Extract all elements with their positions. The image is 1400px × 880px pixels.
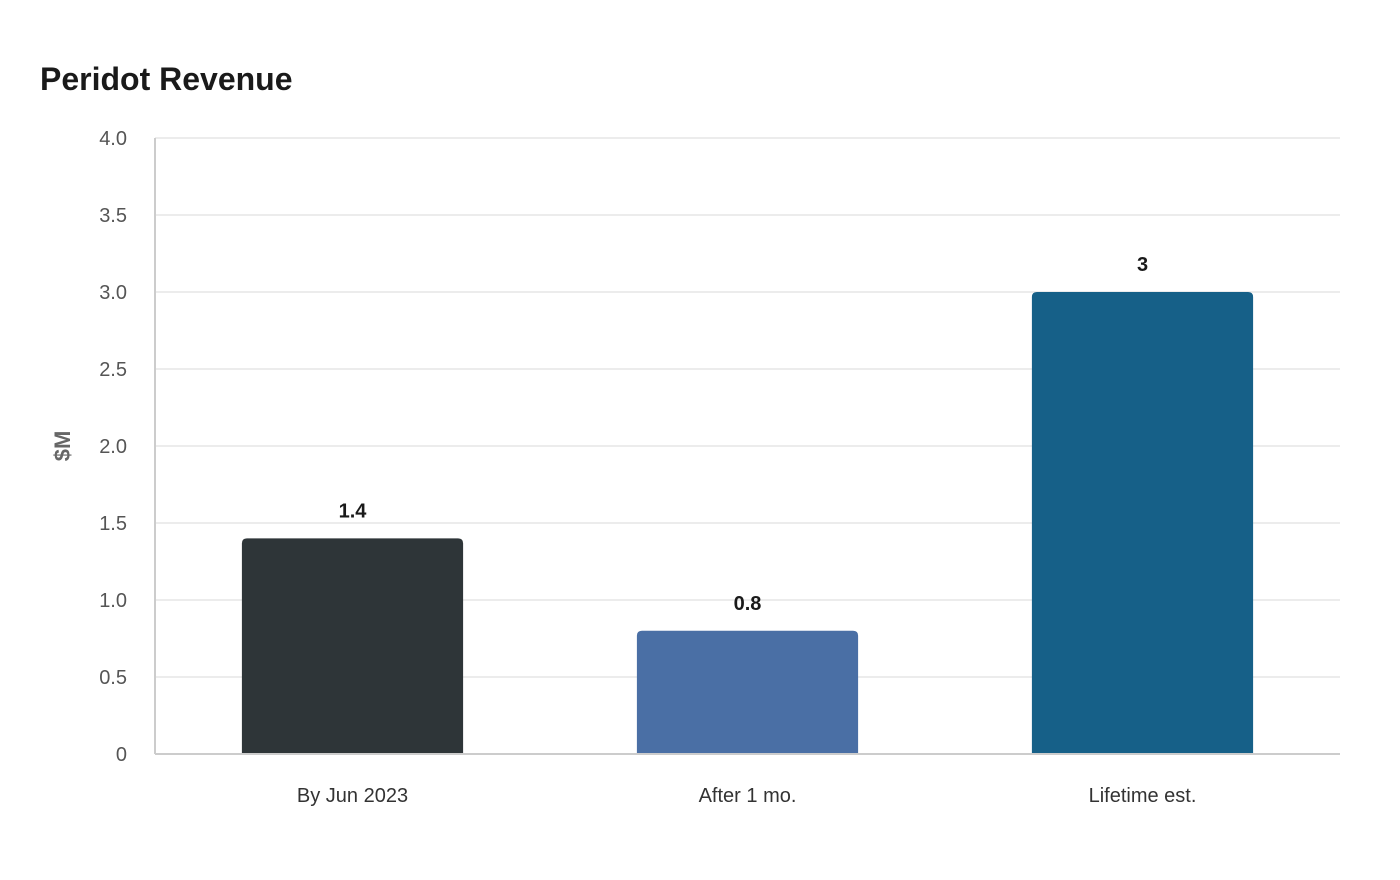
x-axis-ticks: By Jun 2023 After 1 mo. Lifetime est. xyxy=(297,785,1197,807)
data-label: 3 xyxy=(1137,254,1148,276)
y-axis-label: $M xyxy=(50,431,75,462)
axes xyxy=(154,138,1340,755)
x-tick-label: Lifetime est. xyxy=(1089,785,1197,807)
y-tick-label: 0 xyxy=(116,744,127,766)
x-tick-label: After 1 mo. xyxy=(699,785,797,807)
bar xyxy=(1031,292,1254,754)
y-tick-label: 4.0 xyxy=(99,128,127,150)
data-label: 1.4 xyxy=(339,500,368,522)
y-tick-label: 3.5 xyxy=(99,205,127,227)
y-axis-ticks: 0 0.5 1.0 1.5 2.0 2.5 3.0 3.5 4.0 xyxy=(99,128,127,766)
chart-title: Peridot Revenue xyxy=(40,61,293,97)
bar xyxy=(241,538,464,754)
x-tick-label: By Jun 2023 xyxy=(297,785,408,807)
y-tick-label: 0.5 xyxy=(99,667,127,689)
data-labels: 1.4 0.8 3 xyxy=(339,254,1148,615)
y-tick-label: 1.0 xyxy=(99,590,127,612)
bars xyxy=(241,292,1254,754)
y-tick-label: 2.0 xyxy=(99,436,127,458)
data-label: 0.8 xyxy=(734,593,762,615)
y-tick-label: 2.5 xyxy=(99,359,127,381)
bar xyxy=(636,630,859,754)
y-tick-label: 3.0 xyxy=(99,282,127,304)
y-tick-label: 1.5 xyxy=(99,513,127,535)
